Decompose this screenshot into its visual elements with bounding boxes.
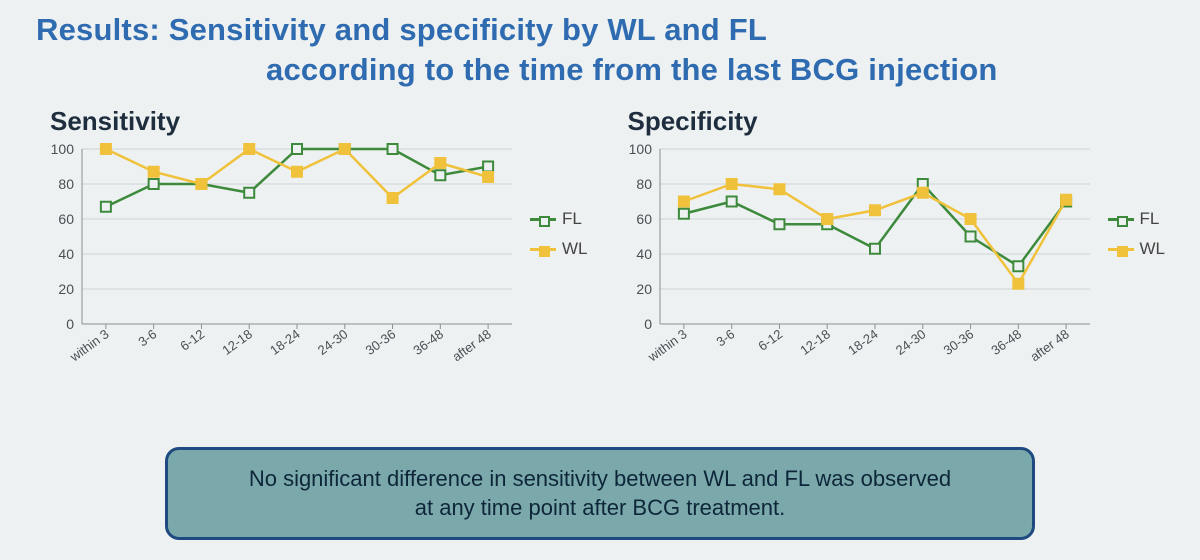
legend: FL WL (530, 209, 588, 269)
svg-text:12-18: 12-18 (219, 326, 255, 358)
legend-item-wl: WL (530, 239, 588, 259)
svg-text:after 48: after 48 (1027, 326, 1071, 364)
svg-text:20: 20 (58, 281, 74, 297)
sensitivity-plot: 0 20 40 60 80 100 within 3 3-6 6-12 12-18 18-24 24-… (40, 139, 522, 372)
legend-swatch-fl-icon (1108, 218, 1134, 221)
svg-text:40: 40 (58, 246, 74, 262)
svg-text:18-24: 18-24 (267, 326, 303, 358)
svg-text:20: 20 (636, 281, 652, 297)
legend-label-wl: WL (562, 239, 588, 259)
legend-label-fl: FL (562, 209, 582, 229)
svg-text:within 3: within 3 (66, 326, 111, 365)
svg-text:3-6: 3-6 (713, 326, 737, 349)
chart-title: Specificity (628, 106, 1166, 137)
specificity-chart: Specificity 0 20 40 60 80 100 within 3 3-6 6-12 1… (618, 106, 1166, 372)
legend-label-wl: WL (1140, 239, 1166, 259)
legend-swatch-fl-icon (530, 218, 556, 221)
legend-label-fl: FL (1140, 209, 1160, 229)
legend-swatch-wl-icon (530, 248, 556, 251)
specificity-plot: 0 20 40 60 80 100 within 3 3-6 6-12 12-18 18-24 24-… (618, 139, 1100, 372)
svg-text:24-30: 24-30 (892, 326, 928, 358)
svg-text:80: 80 (636, 176, 652, 192)
legend-swatch-wl-icon (1108, 248, 1134, 251)
svg-text:0: 0 (644, 316, 652, 332)
svg-text:36-48: 36-48 (410, 326, 446, 358)
svg-text:12-18: 12-18 (797, 326, 833, 358)
title-line-2: according to the time from the last BCG … (36, 52, 1176, 88)
svg-text:0: 0 (66, 316, 74, 332)
conclusion-box: No significant difference in sensitivity… (165, 447, 1035, 540)
legend-item-fl: FL (1108, 209, 1166, 229)
svg-text:30-36: 30-36 (940, 326, 976, 358)
slide-title: Results: Sensitivity and specificity by … (0, 0, 1200, 88)
conclusion-line-1: No significant difference in sensitivity… (249, 466, 951, 491)
conclusion-line-2: at any time point after BCG treatment. (415, 495, 786, 520)
chart-title: Sensitivity (50, 106, 588, 137)
svg-text:40: 40 (636, 246, 652, 262)
legend-item-wl: WL (1108, 239, 1166, 259)
svg-text:6-12: 6-12 (177, 326, 207, 353)
svg-text:100: 100 (51, 141, 75, 157)
title-line-1: Results: Sensitivity and specificity by … (36, 12, 1176, 48)
svg-text:within 3: within 3 (644, 326, 689, 365)
svg-text:6-12: 6-12 (755, 326, 785, 353)
svg-text:30-36: 30-36 (363, 326, 399, 358)
sensitivity-chart: Sensitivity 0 20 40 60 80 100 within 3 3-6 6-12 1… (40, 106, 588, 372)
legend: FL WL (1108, 209, 1166, 269)
svg-text:60: 60 (636, 211, 652, 227)
svg-text:3-6: 3-6 (135, 326, 159, 349)
svg-text:80: 80 (58, 176, 74, 192)
svg-text:100: 100 (628, 141, 652, 157)
svg-text:60: 60 (58, 211, 74, 227)
svg-text:after 48: after 48 (449, 326, 493, 364)
svg-text:36-48: 36-48 (988, 326, 1024, 358)
legend-item-fl: FL (530, 209, 588, 229)
charts-container: Sensitivity 0 20 40 60 80 100 within 3 3-6 6-12 1… (0, 88, 1200, 372)
svg-text:24-30: 24-30 (315, 326, 351, 358)
svg-text:18-24: 18-24 (845, 326, 881, 358)
